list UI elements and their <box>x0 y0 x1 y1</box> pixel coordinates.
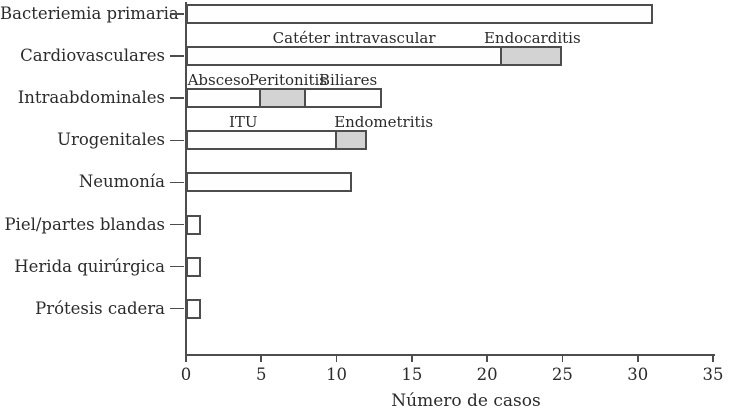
bar-segment <box>186 46 503 67</box>
segment-label: Endometritis <box>334 112 434 131</box>
bar-segment <box>259 88 307 109</box>
category-label: Intraabdominales <box>17 88 165 108</box>
x-tick-label: 5 <box>256 365 267 384</box>
category-tick <box>170 139 184 142</box>
category-tick <box>170 13 184 15</box>
category-label: Herida quirúrgica <box>14 256 165 276</box>
category-tick <box>170 265 184 268</box>
segment-label: ITU <box>228 112 258 131</box>
x-tick <box>260 354 263 362</box>
x-axis-line <box>185 354 715 356</box>
category-tick <box>170 181 184 184</box>
bar-segment <box>186 4 653 24</box>
x-tick-label: 20 <box>476 365 498 384</box>
category-label: Bacteriemia primaria <box>0 4 179 23</box>
x-tick <box>561 354 564 362</box>
category-label: Cardiovasculares <box>20 46 165 66</box>
category-tick <box>170 223 184 226</box>
bar-segment <box>334 130 367 151</box>
x-tick-label: 25 <box>551 365 573 384</box>
x-tick <box>712 354 714 362</box>
bar-segment <box>186 130 337 151</box>
x-tick-label: 15 <box>401 365 423 384</box>
category-label: Prótesis cadera <box>35 298 165 318</box>
category-tick <box>170 307 184 310</box>
segment-label: Peritonitis <box>248 70 328 89</box>
x-tick-label: 35 <box>702 365 724 384</box>
bar-segment <box>186 88 262 109</box>
bar-segment <box>304 88 382 109</box>
x-tick <box>636 354 639 362</box>
x-axis-title: Número de casos <box>391 391 541 411</box>
bar-segment <box>500 46 563 67</box>
category-label: Urogenitales <box>57 130 165 150</box>
x-tick-label: 30 <box>627 365 649 384</box>
bar-segment <box>186 298 202 319</box>
segment-label: Endocarditis <box>483 28 581 47</box>
category-label: Piel/partes blandas <box>4 214 165 234</box>
x-tick <box>185 354 187 362</box>
x-tick <box>335 354 338 362</box>
segment-label: Catéter intravascular <box>272 28 436 47</box>
segment-label: Biliares <box>319 70 378 89</box>
bar-segment <box>186 256 202 277</box>
segment-label: Absceso <box>187 70 250 89</box>
x-tick-label: 0 <box>180 365 192 384</box>
x-tick <box>411 354 413 362</box>
x-tick <box>486 354 488 362</box>
category-tick <box>170 97 184 99</box>
x-tick-label: 10 <box>326 365 348 384</box>
category-tick <box>170 55 184 57</box>
category-label: Neumonía <box>78 172 165 192</box>
bar-segment <box>186 172 352 193</box>
bar-segment <box>186 214 202 235</box>
y-axis-line <box>185 2 187 356</box>
